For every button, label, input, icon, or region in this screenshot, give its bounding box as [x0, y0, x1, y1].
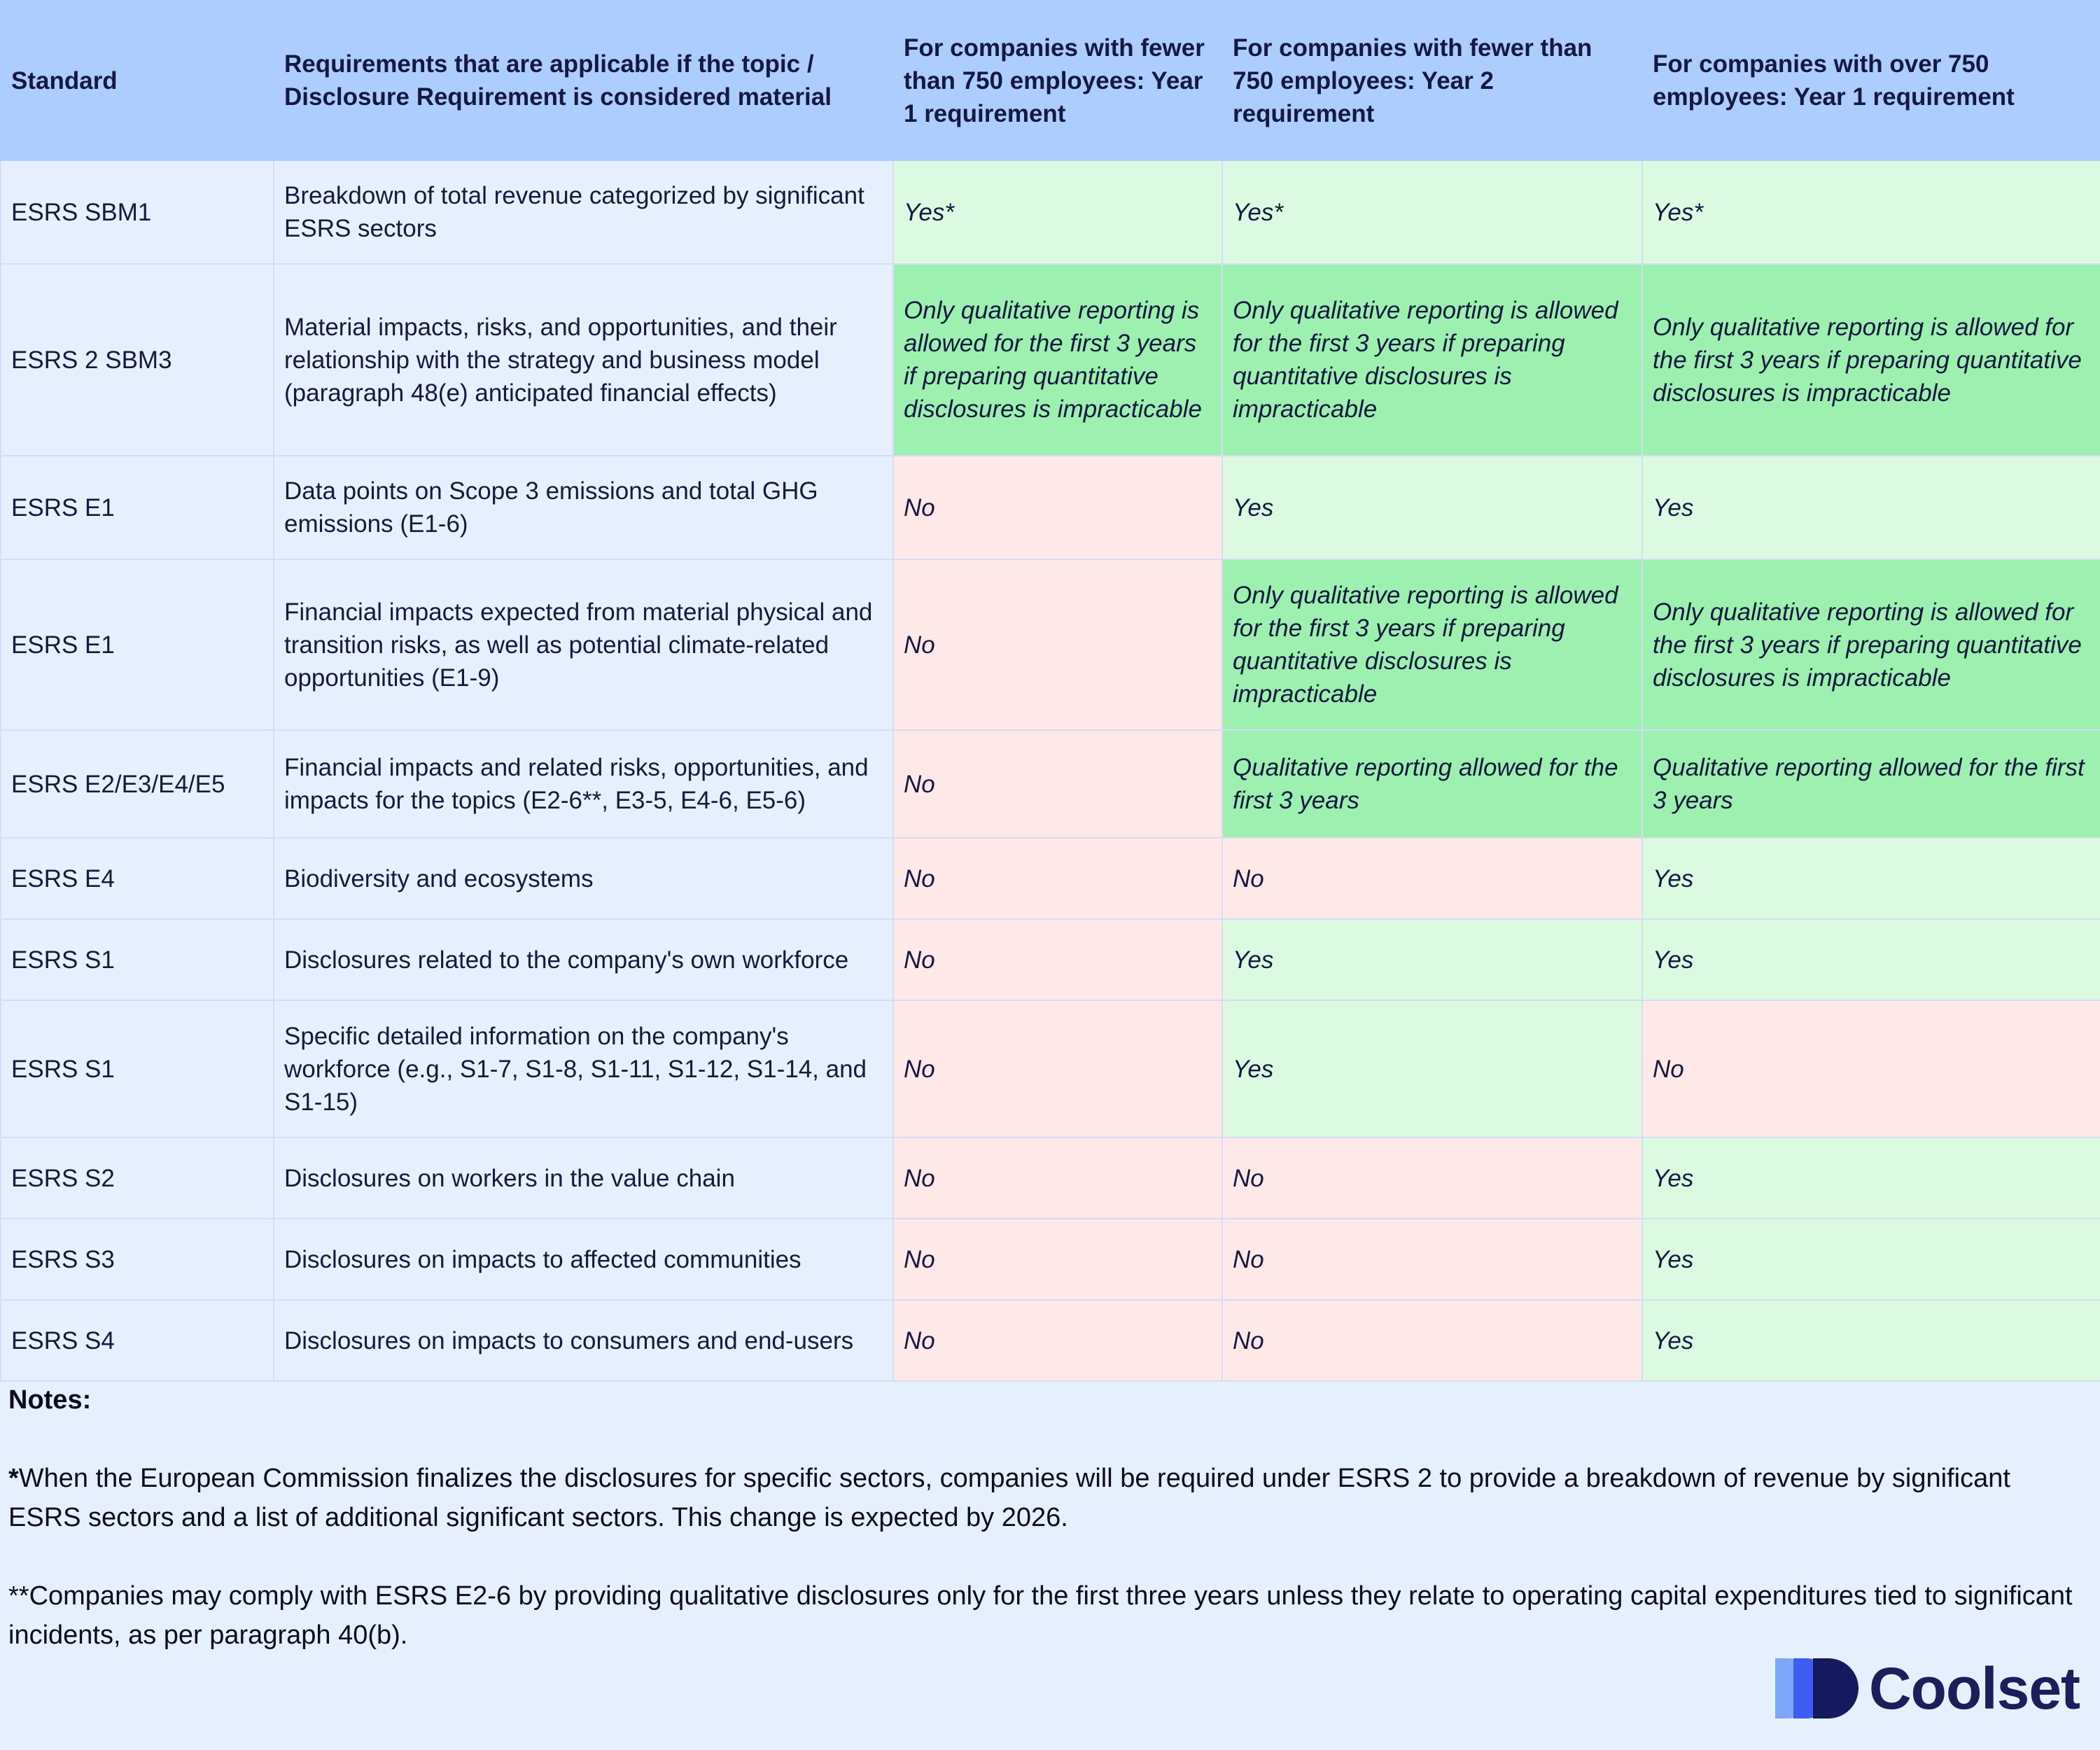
standard-cell: ESRS S1 — [0, 918, 274, 1001]
table-row: ESRS E1 Financial impacts expected from … — [0, 559, 2100, 731]
table-row: ESRS S2 Disclosures on workers in the va… — [0, 1137, 2100, 1219]
standard-cell: ESRS S3 — [0, 1218, 274, 1301]
status-cell-small-year2: No — [1222, 1218, 1643, 1301]
logo-wordmark: Coolset — [1869, 1655, 2080, 1721]
status-cell-large-year1: Only qualitative reporting is allowed fo… — [1642, 263, 2100, 456]
requirement-cell: Disclosures related to the company's own… — [273, 918, 894, 1001]
table-row: ESRS E2/E3/E4/E5 Financial impacts and r… — [0, 729, 2100, 839]
status-cell-small-year2: Yes* — [1222, 160, 1643, 265]
status-cell-small-year1: Only qualitative reporting is allowed fo… — [892, 263, 1223, 456]
requirement-cell: Disclosures on impacts to consumers and … — [273, 1299, 894, 1382]
note-1: *When the European Commission finalizes … — [8, 1459, 2073, 1537]
note-1-marker: * — [8, 1464, 19, 1493]
status-cell-small-year1: No — [892, 455, 1223, 560]
requirement-cell: Financial impacts and related risks, opp… — [273, 729, 894, 839]
status-cell-small-year2: Only qualitative reporting is allowed fo… — [1222, 559, 1643, 731]
status-cell-small-year2: No — [1222, 837, 1643, 920]
status-cell-small-year1: No — [892, 837, 1223, 920]
requirement-cell: Data points on Scope 3 emissions and tot… — [273, 455, 894, 560]
requirement-cell: Material impacts, risks, and opportuniti… — [273, 263, 894, 456]
status-cell-small-year2: No — [1222, 1299, 1643, 1382]
header-small-year1: For companies with fewer than 750 employ… — [892, 0, 1223, 161]
table-row: ESRS S4 Disclosures on impacts to consum… — [0, 1299, 2100, 1382]
header-standard: Standard — [0, 0, 274, 161]
header-large-year1: For companies with over 750 employees: Y… — [1642, 0, 2100, 161]
status-cell-large-year1: Only qualitative reporting is allowed fo… — [1642, 559, 2100, 731]
status-cell-small-year1: No — [892, 1299, 1223, 1382]
standard-cell: ESRS E2/E3/E4/E5 — [0, 729, 274, 839]
status-cell-large-year1: Yes — [1642, 1299, 2100, 1382]
requirement-cell: Breakdown of total revenue categorized b… — [273, 160, 894, 265]
status-cell-large-year1: Yes — [1642, 837, 2100, 920]
table-row: ESRS S1 Disclosures related to the compa… — [0, 918, 2100, 1001]
standard-cell: ESRS E1 — [0, 559, 274, 731]
status-cell-large-year1: Yes — [1642, 918, 2100, 1001]
logo-shape-dark — [1813, 1658, 1858, 1718]
requirement-cell: Disclosures on impacts to affected commu… — [273, 1218, 894, 1301]
status-cell-large-year1: Yes — [1642, 1218, 2100, 1301]
table-row: ESRS SBM1 Breakdown of total revenue cat… — [0, 160, 2100, 265]
table-header-row: Standard Requirements that are applicabl… — [0, 0, 2100, 161]
status-cell-large-year1: Yes — [1642, 1137, 2100, 1219]
coolset-logo: Coolset — [1775, 1653, 2080, 1723]
standard-cell: ESRS S2 — [0, 1137, 274, 1219]
status-cell-small-year1: No — [892, 1218, 1223, 1301]
status-cell-small-year1: No — [892, 1000, 1223, 1138]
standard-cell: ESRS S1 — [0, 1000, 274, 1138]
standard-cell: ESRS S4 — [0, 1299, 274, 1382]
status-cell-small-year2: Yes — [1222, 455, 1643, 560]
requirement-cell: Financial impacts expected from material… — [273, 559, 894, 731]
status-cell-small-year1: Yes* — [892, 160, 1223, 265]
note-1-text: When the European Commission finalizes t… — [8, 1464, 2010, 1532]
status-cell-small-year2: Only qualitative reporting is allowed fo… — [1222, 263, 1643, 456]
status-cell-small-year2: Qualitative reporting allowed for the fi… — [1222, 729, 1643, 839]
table-row: ESRS S1 Specific detailed information on… — [0, 1000, 2100, 1138]
table-row: ESRS E1 Data points on Scope 3 emissions… — [0, 455, 2100, 560]
status-cell-small-year1: No — [892, 1137, 1223, 1219]
status-cell-large-year1: No — [1642, 1000, 2100, 1138]
standard-cell: ESRS E1 — [0, 455, 274, 560]
status-cell-small-year1: No — [892, 559, 1223, 731]
status-cell-small-year2: Yes — [1222, 1000, 1643, 1138]
coolset-logo-icon — [1775, 1658, 1858, 1718]
standard-cell: ESRS SBM1 — [0, 160, 274, 265]
note-2: **Companies may comply with ESRS E2-6 by… — [8, 1581, 2073, 1650]
notes-title: Notes: — [8, 1385, 92, 1415]
requirement-cell: Disclosures on workers in the value chai… — [273, 1137, 894, 1219]
notes-section: Notes: *When the European Commission fin… — [8, 1380, 2073, 1694]
status-cell-small-year1: No — [892, 729, 1223, 839]
status-cell-small-year2: Yes — [1222, 918, 1643, 1001]
status-cell-small-year1: No — [892, 918, 1223, 1001]
standard-cell: ESRS 2 SBM3 — [0, 263, 274, 456]
requirements-table: Standard Requirements that are applicabl… — [0, 0, 2100, 1382]
requirement-cell: Specific detailed information on the com… — [273, 1000, 894, 1138]
table-row: ESRS S3 Disclosures on impacts to affect… — [0, 1218, 2100, 1301]
table-row: ESRS E4 Biodiversity and ecosystems No N… — [0, 837, 2100, 920]
requirement-cell: Biodiversity and ecosystems — [273, 837, 894, 920]
table-row: ESRS 2 SBM3 Material impacts, risks, and… — [0, 263, 2100, 456]
status-cell-large-year1: Yes* — [1642, 160, 2100, 265]
status-cell-small-year2: No — [1222, 1137, 1643, 1219]
header-requirements: Requirements that are applicable if the … — [273, 0, 894, 161]
status-cell-large-year1: Yes — [1642, 455, 2100, 560]
status-cell-large-year1: Qualitative reporting allowed for the fi… — [1642, 729, 2100, 839]
standard-cell: ESRS E4 — [0, 837, 274, 920]
header-small-year2: For companies with fewer than 750 employ… — [1222, 0, 1643, 161]
